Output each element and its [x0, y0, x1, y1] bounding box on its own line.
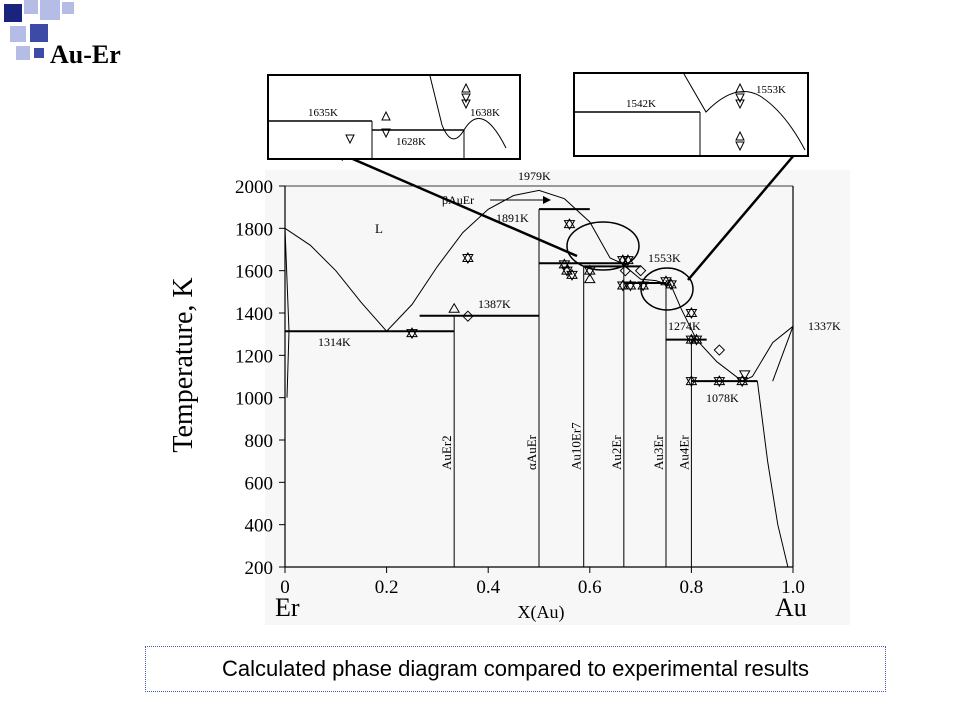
experimental-point [713, 344, 726, 356]
inset-marker [735, 99, 745, 110]
invariant-label: 1553K [648, 251, 681, 265]
y-tick-label: 1800 [235, 219, 273, 240]
arrow-to-right-inset [687, 140, 807, 281]
experimental-point [563, 218, 576, 231]
y-tick-label: 1200 [235, 346, 273, 367]
slide-title: Au-Er [50, 40, 121, 69]
invariant-label: 1337K [808, 319, 841, 333]
inset-left-label: 1628K [396, 136, 426, 148]
x-tick-label: 0.2 [375, 577, 399, 598]
inset-right: 1542K 1553K [573, 72, 809, 157]
inset-marker [461, 82, 471, 93]
corner-square-2 [24, 0, 38, 14]
compound-label: Au3Er [651, 435, 666, 470]
highlight-ellipse-right [640, 267, 694, 311]
x-tick-label: 1.0 [781, 577, 805, 598]
inset-marker [735, 93, 745, 104]
x-tick-label: 0 [280, 577, 290, 598]
experimental-point [665, 278, 677, 291]
compound-label: αAuEr [524, 434, 539, 470]
experimental-point [583, 273, 596, 284]
inset-marker [345, 134, 355, 145]
inset-marker [735, 82, 745, 93]
beta-phase-arrowhead [543, 196, 551, 204]
liquidus-curve [284, 189, 794, 382]
invariant-label: 1979K [518, 169, 551, 183]
y-tick-label: 200 [245, 558, 274, 579]
au-solidus [756, 381, 789, 568]
corner-square-5 [10, 26, 26, 42]
invariant-label: 1314K [318, 335, 351, 349]
experimental-point [624, 279, 637, 292]
arrow-to-left-inset [331, 148, 578, 258]
y-tick-label: 1400 [235, 304, 273, 325]
inset-left: 1635K 1628K 1638K [267, 74, 521, 160]
x-axis-label: X(Au) [518, 602, 565, 623]
compound-label: Au2Er [609, 435, 624, 470]
corner-square-6 [30, 24, 48, 42]
experimental-point [713, 375, 726, 388]
beta-phase-label: βAuEr [442, 193, 474, 207]
highlight-ellipse-left [566, 221, 640, 271]
invariant-label: 1891K [496, 211, 529, 225]
corner-square-1 [4, 4, 22, 22]
experimental-point [616, 279, 629, 292]
experimental-point [738, 370, 751, 381]
inset-right-curve [683, 73, 806, 151]
y-tick-label: 600 [245, 473, 274, 494]
compound-label: AuEr2 [439, 435, 454, 470]
corner-square-8 [34, 48, 44, 58]
y-tick-label: 1600 [235, 262, 273, 283]
plot-layer: 200 400 600 800 1000 1200 1400 1600 1800 2000 0 0.2… [168, 140, 850, 625]
corner-square-3 [40, 0, 60, 20]
invariant-label: 1078K [706, 391, 739, 405]
x-tick-label: 0.6 [578, 577, 602, 598]
inset-right-label: 1553K [756, 84, 786, 96]
inset-right-label: 1542K [626, 98, 656, 110]
compound-label: Au4Er [676, 435, 691, 470]
x-tick-label: 0.8 [680, 577, 704, 598]
experimental-point [634, 264, 647, 277]
left-element-label: Er [275, 593, 300, 622]
invariant-label: 1274K [668, 319, 701, 333]
y-tick-label: 1000 [235, 389, 273, 410]
experimental-point [690, 333, 703, 346]
experimental-point [448, 302, 461, 313]
caption-text: Calculated phase diagram compared to exp… [222, 656, 809, 681]
liquid-label: L [375, 221, 383, 236]
experimental-point [685, 375, 698, 388]
y-tick-label: 400 [245, 516, 274, 537]
inset-marker [381, 128, 391, 139]
inset-left-frame [267, 74, 521, 160]
right-element-label: Au [775, 593, 807, 622]
inset-marker [461, 93, 471, 104]
plot-background [265, 170, 850, 625]
inset-marker [735, 141, 745, 152]
x-tick-label: 0.4 [476, 577, 500, 598]
corner-square-4 [62, 2, 74, 14]
y-tick-label: 800 [245, 431, 274, 452]
corner-square-7 [16, 46, 30, 60]
au-solidus-upper [772, 326, 794, 382]
invariant-label: 1387K [478, 297, 511, 311]
inset-left-label: 1638K [470, 107, 500, 119]
inset-marker [461, 99, 471, 110]
inset-marker [381, 110, 391, 121]
inset-left-curve [429, 75, 507, 149]
y-tick-label: 2000 [235, 177, 273, 198]
experimental-point [685, 307, 698, 319]
experimental-point [462, 310, 474, 322]
inset-left-label: 1635K [308, 107, 338, 119]
experimental-point [619, 264, 632, 277]
inset-marker [735, 130, 745, 141]
experimental-point [566, 268, 578, 281]
y-axis-label: Temperature, K [168, 277, 199, 452]
compound-label: Au10Er7 [569, 422, 584, 470]
experimental-point [462, 251, 474, 264]
experimental-point [406, 327, 418, 340]
caption-box: Calculated phase diagram compared to exp… [145, 646, 886, 692]
experimental-point [736, 375, 749, 388]
phase-diagram: 200 400 600 800 1000 1200 1400 1600 1800 2000 0 0.2… [168, 72, 850, 625]
